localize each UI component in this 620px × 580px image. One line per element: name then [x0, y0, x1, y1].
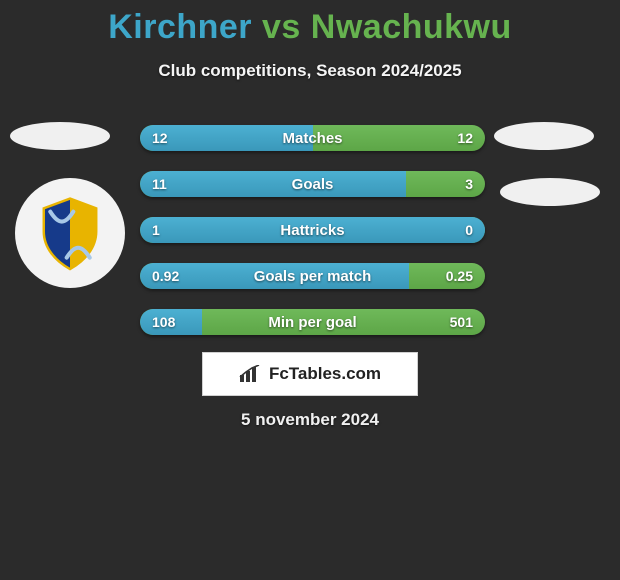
bar-chart-icon [239, 365, 263, 383]
stat-value-right: 0 [465, 217, 473, 243]
brand-box[interactable]: FcTables.com [202, 352, 418, 396]
player1-name: Kirchner [108, 8, 252, 46]
comparison-title: Kirchner vs Nwachukwu [0, 0, 620, 47]
player2-name: Nwachukwu [311, 8, 512, 46]
shield-icon [29, 192, 111, 274]
vs-separator: vs [262, 8, 301, 46]
stat-label: Goals per match [140, 263, 485, 289]
stat-row: 0.92Goals per match0.25 [140, 263, 485, 289]
stat-value-right: 12 [457, 125, 473, 151]
subtitle: Club competitions, Season 2024/2025 [0, 61, 620, 81]
stat-bars: 12Matches12 11Goals3 1Hattricks0 0.92Goals … [140, 125, 485, 355]
stat-row: 108Min per goal501 [140, 309, 485, 335]
stat-label: Matches [140, 125, 485, 151]
date-line: 5 november 2024 [0, 410, 620, 430]
stat-value-right: 501 [450, 309, 473, 335]
decoration-ellipse [494, 122, 594, 150]
stat-value-right: 0.25 [446, 263, 473, 289]
stat-label: Goals [140, 171, 485, 197]
decoration-ellipse [10, 122, 110, 150]
stat-row: 1Hattricks0 [140, 217, 485, 243]
brand-text: FcTables.com [269, 364, 381, 384]
stat-value-right: 3 [465, 171, 473, 197]
decoration-ellipse [500, 178, 600, 206]
stat-label: Min per goal [140, 309, 485, 335]
stat-row: 12Matches12 [140, 125, 485, 151]
stat-row: 11Goals3 [140, 171, 485, 197]
stat-label: Hattricks [140, 217, 485, 243]
club-badge [15, 178, 125, 288]
